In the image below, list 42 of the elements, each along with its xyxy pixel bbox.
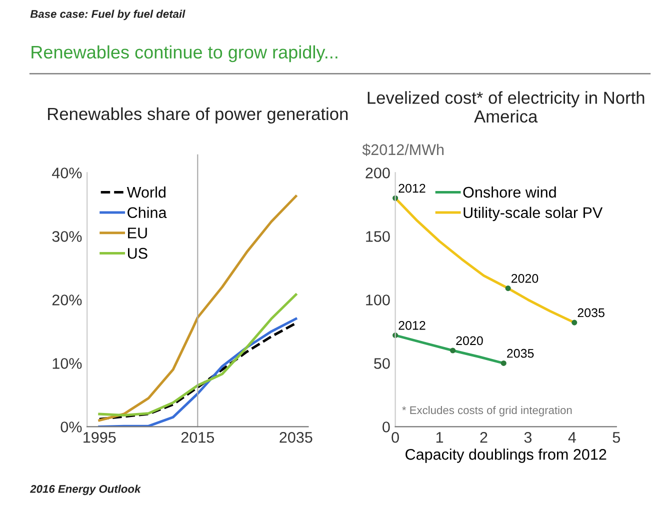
legend-label: Onshore wind xyxy=(463,186,556,198)
point xyxy=(450,348,456,354)
legend-label: EU xyxy=(128,228,147,238)
y-tick-label: 0 xyxy=(382,422,390,432)
x-tick-label: 1995 xyxy=(84,432,116,443)
y-tick-label: 30% xyxy=(52,231,82,242)
annotation: 2012 xyxy=(398,184,426,193)
x-tick-label: 1 xyxy=(436,432,444,443)
y-tick-label: 20% xyxy=(52,294,82,306)
text: Renewables continue to grow rapidly... xyxy=(32,45,338,62)
y-tick-label: 10% xyxy=(52,358,82,369)
x-tick-label: 2035 xyxy=(280,432,312,443)
annotation: 2035 xyxy=(507,348,534,358)
y-tick-label: 150 xyxy=(366,231,390,242)
x-axis-title: Capacity doublings from 2012 xyxy=(406,448,606,463)
x-tick-label: 2015 xyxy=(181,432,214,443)
legend-label: China xyxy=(128,206,167,218)
x-tick-label: 4 xyxy=(568,432,576,443)
annotation: 2012 xyxy=(398,320,426,330)
chart-title: Levelized cost* of electricity in North America xyxy=(368,91,644,123)
text: Base case: Fuel by fuel detail xyxy=(30,10,186,20)
line-series xyxy=(98,293,298,417)
y-tick-label: 100 xyxy=(366,294,390,306)
chart-title: Renewables share of power generation xyxy=(48,107,348,124)
point xyxy=(500,360,506,366)
annotation: * Excludes costs of grid integration xyxy=(402,406,572,416)
y-tick-label: 0% xyxy=(60,422,82,432)
annotation: 2020 xyxy=(511,274,538,283)
legend-label: World xyxy=(126,186,166,198)
y-tick-label: 40% xyxy=(52,168,82,178)
y-axis-title: $2012/MWh xyxy=(362,144,444,156)
y-tick-label: 200 xyxy=(366,168,390,178)
x-tick-label: 0 xyxy=(392,432,399,443)
y-tick-label: 50 xyxy=(374,358,390,369)
x-tick-label: 5 xyxy=(612,432,620,443)
x-tick-label: 2 xyxy=(480,432,488,443)
x-tick-label: 3 xyxy=(524,432,532,443)
text: 2016 Energy Outlook xyxy=(30,484,142,496)
annotation: 2035 xyxy=(578,308,604,318)
legend-label: US xyxy=(128,248,148,259)
legend-label: Utility-scale solar PV xyxy=(464,206,603,222)
annotation: 2020 xyxy=(456,336,483,346)
